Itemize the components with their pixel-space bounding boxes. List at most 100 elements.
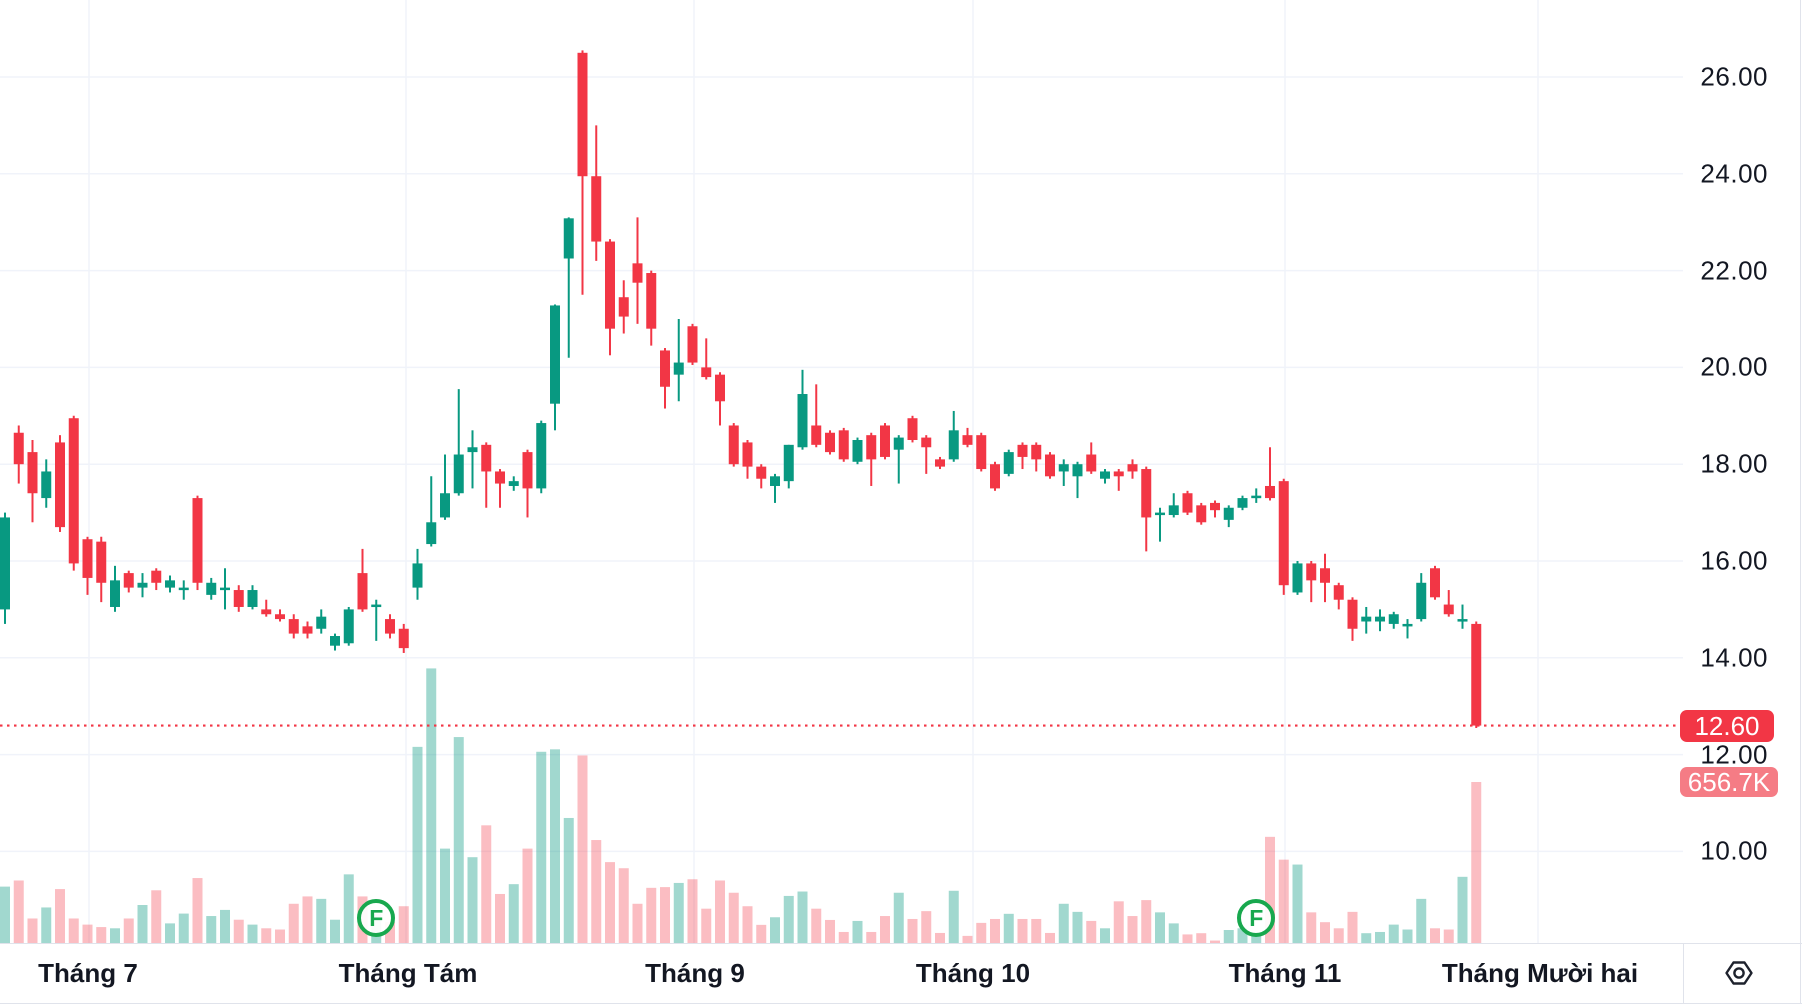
candle-body (426, 522, 437, 545)
candle-body (495, 471, 505, 484)
price-tick-label: 18.00 (1700, 448, 1768, 479)
volume-bar (1251, 931, 1262, 943)
candle-body (123, 573, 134, 588)
candle-body (536, 423, 547, 489)
month-label: Tháng 11 (1228, 958, 1342, 988)
candle-body (1223, 507, 1234, 520)
volume-bar (1017, 918, 1028, 943)
volume-bar (330, 919, 340, 943)
candle-body (935, 459, 945, 467)
volume-bar (852, 920, 863, 943)
candle-body (343, 609, 354, 644)
volume-bar (1141, 900, 1152, 943)
volume-bar (563, 817, 574, 943)
candle-body (591, 176, 602, 242)
volume-bar (1430, 928, 1440, 943)
volume-bar (1278, 859, 1289, 943)
candle-body (522, 452, 533, 489)
volume-bar (907, 918, 918, 943)
volume-bar (1155, 912, 1165, 943)
candle-body (563, 218, 574, 259)
volume-bar (550, 749, 560, 943)
candle-body (1306, 563, 1317, 581)
volume-bar (316, 898, 327, 943)
price-tick-label: 10.00 (1700, 835, 1768, 866)
volume-bar (935, 932, 945, 943)
volume-bar (618, 868, 629, 943)
volume-bar (233, 919, 244, 943)
volume-bar (467, 857, 478, 943)
candle-body (550, 305, 560, 404)
candle-body (371, 604, 382, 608)
candle-body (1141, 469, 1152, 518)
price-tick-label: 14.00 (1700, 642, 1768, 673)
volume-bar (426, 668, 437, 943)
candle-body (866, 435, 877, 460)
candle-body (385, 619, 395, 634)
candle-body (68, 418, 79, 564)
month-label: Tháng 9 (645, 958, 745, 988)
price-tick-label: 22.00 (1700, 255, 1768, 286)
candle-body (1278, 481, 1289, 586)
volume-bar (660, 887, 670, 943)
volume-bar (151, 890, 162, 943)
volume-bar (13, 880, 24, 943)
candle-body (1361, 616, 1372, 622)
candle-body (55, 442, 65, 528)
volume-bar (220, 909, 230, 943)
volume-bar (1471, 782, 1482, 943)
candle-body (398, 628, 409, 649)
volume-bar (1237, 928, 1248, 943)
chart-plot-area[interactable] (0, 0, 1802, 943)
volume-bar (1320, 922, 1330, 943)
candle-body (261, 609, 272, 615)
hexagon-settings-icon[interactable] (1724, 960, 1754, 986)
volume-bar (1196, 933, 1207, 943)
candle-body (770, 476, 780, 486)
last-price-badge: 12.60 (1680, 709, 1774, 742)
volume-bar (715, 880, 725, 943)
volume-bar (192, 878, 203, 943)
candle-body (880, 425, 890, 457)
volume-bar (1072, 911, 1083, 943)
event-marker-f[interactable]: F (357, 899, 396, 937)
candle-body (618, 297, 629, 317)
candle-body (1443, 604, 1454, 615)
volume-bar (591, 840, 602, 943)
volume-bar (1457, 876, 1468, 943)
volume-bar (398, 906, 409, 943)
candle-body (481, 444, 492, 472)
candle-body (247, 590, 258, 607)
candle-body (1072, 464, 1083, 477)
candle-body (715, 374, 725, 402)
volume-bar (343, 874, 354, 943)
time-axis[interactable]: Tháng 7 Tháng Tám Tháng 9 Tháng 10 Tháng 11 T… (0, 943, 1802, 1004)
volume-bar (1347, 911, 1358, 943)
volume-bar (866, 931, 877, 943)
volume-bar (247, 924, 258, 943)
volume-bar (206, 916, 217, 943)
month-label: Tháng Mười hai (1441, 958, 1639, 988)
event-marker-f[interactable]: F (1237, 899, 1276, 937)
volume-bar (825, 919, 835, 943)
candle-body (1113, 471, 1124, 477)
candle-body (137, 582, 148, 588)
month-label: Tháng 10 (915, 958, 1031, 988)
candle-body (1333, 585, 1344, 600)
volume-bar (1388, 924, 1399, 943)
volume-bar (646, 887, 657, 943)
volume-bar (55, 889, 65, 943)
candle-body (701, 367, 712, 378)
volume-bar (673, 882, 684, 943)
volume-bar (577, 755, 588, 943)
price-tick-label: 12.00 (1700, 739, 1768, 770)
volume-bar (165, 923, 175, 943)
candle-body (1375, 616, 1385, 622)
candle-body (1320, 568, 1330, 583)
volume-bar (1182, 934, 1193, 943)
volume-bar (1058, 903, 1069, 943)
candle-body (1058, 464, 1069, 472)
candle-body (288, 619, 299, 634)
candle-body (825, 432, 835, 453)
candle-body (1347, 599, 1358, 629)
